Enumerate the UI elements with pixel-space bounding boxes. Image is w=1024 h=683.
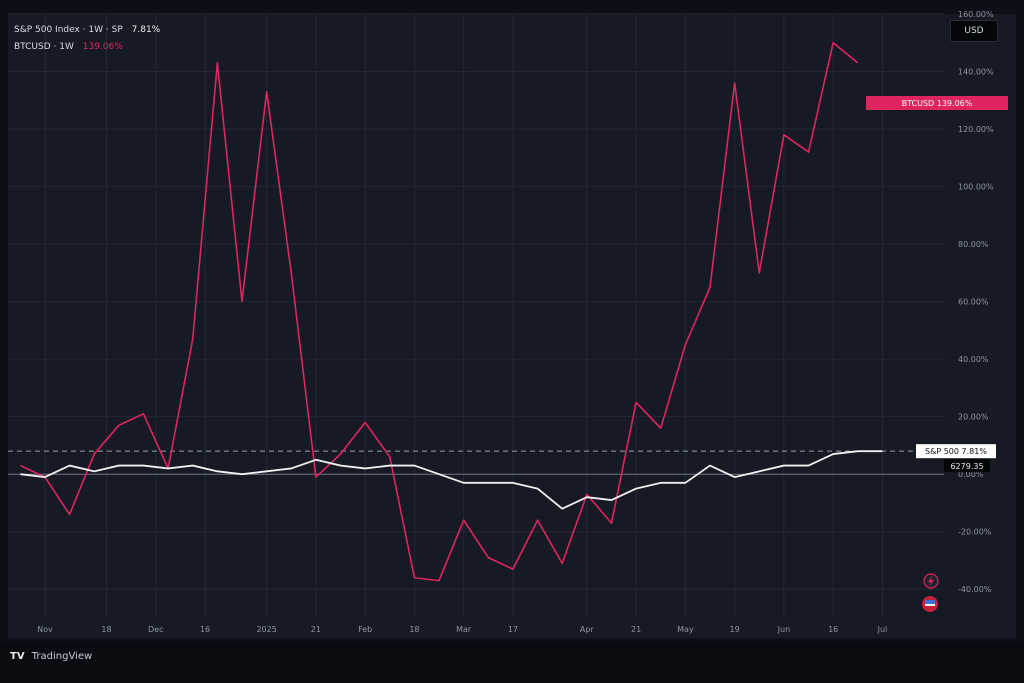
x-tick-label: 17 (508, 625, 518, 634)
x-tick-label: Jun (777, 625, 791, 634)
y-tick-label: 140.00% (958, 68, 994, 77)
y-tick-label: 60.00% (958, 298, 989, 307)
y-tick-label: 160.00% (958, 10, 994, 19)
x-tick-label: 16 (828, 625, 838, 634)
x-tick-label: 2025 (256, 625, 276, 634)
price-labels: BTCUSD 139.06% S&P 500 7.81% 6279.35 (866, 96, 1008, 473)
y-tick-label: 40.00% (958, 355, 989, 364)
x-tick-label: 18 (409, 625, 419, 634)
series-lines (19, 41, 883, 582)
flag-icon-stripe (925, 604, 935, 606)
plot-background (8, 14, 944, 638)
y-tick-label: 0.00% (958, 470, 984, 479)
legend-btc-label: BTCUSD · 1W (14, 42, 74, 52)
footer-bar (0, 642, 1024, 683)
x-tick-label: Dec (148, 625, 163, 634)
x-tick-label: 21 (631, 625, 641, 634)
x-tick-label: 19 (730, 625, 740, 634)
x-tick-label: Feb (358, 625, 372, 634)
x-tick-label: 18 (101, 625, 111, 634)
y-tick-label: 80.00% (958, 240, 989, 249)
tradingview-logo-icon: TV (10, 651, 25, 662)
x-axis-ticks: Nov 18 Dec 16 2025 21 Feb 18 Mar 17 Apr 21 May 19 Jun 1… (37, 625, 887, 634)
btc-price-label: BTCUSD 139.06% (902, 99, 973, 108)
legend-series-spx[interactable]: S&P 500 Index · 1W · SP 7.81% (14, 22, 160, 39)
y-axis-ticks: 160.00% 140.00% 120.00% 100.00% 80.00% 60.00%… (958, 10, 994, 594)
legend-spx-label: S&P 500 Index · 1W · SP (14, 25, 123, 35)
y-tick-label: -40.00% (958, 585, 992, 594)
spx-last-price-bg (944, 459, 990, 473)
legend-btc-value: 139.06% (82, 42, 123, 52)
btc-series-line[interactable] (19, 41, 859, 582)
y-axis-panel (944, 14, 1016, 638)
x-tick-label: 21 (311, 625, 321, 634)
spx-series-line[interactable] (20, 450, 883, 510)
y-tick-label: 120.00% (958, 125, 994, 134)
x-tick-label: Nov (37, 625, 53, 634)
spx-last-price: 6279.35 (950, 462, 983, 471)
x-tick-label: Apr (580, 625, 595, 634)
y-tick-label: 20.00% (958, 413, 989, 422)
btc-price-label-bg (866, 96, 1008, 110)
y-tick-label: 100.00% (958, 183, 994, 192)
brand-name: TradingView (31, 651, 93, 662)
event-markers[interactable] (922, 573, 939, 612)
x-tick-label: Jul (877, 625, 888, 634)
spx-price-label: S&P 500 7.81% (925, 447, 987, 456)
x-tick-label: 16 (200, 625, 210, 634)
x-tick-label: May (677, 625, 694, 634)
legend: S&P 500 Index · 1W · SP 7.81% BTCUSD · 1… (14, 22, 160, 56)
spx-price-label-bg (916, 444, 996, 459)
flag-icon-glyph (925, 600, 935, 604)
y-tick-label: -20.00% (958, 528, 992, 537)
x-tick-label: Mar (456, 625, 472, 634)
legend-spx-value: 7.81% (131, 25, 161, 35)
lightning-icon-glyph (928, 576, 934, 587)
brand[interactable]: TV TradingView (10, 650, 92, 664)
legend-series-btc[interactable]: BTCUSD · 1W 139.06% (14, 39, 160, 56)
currency-selector[interactable]: USD (950, 20, 998, 42)
